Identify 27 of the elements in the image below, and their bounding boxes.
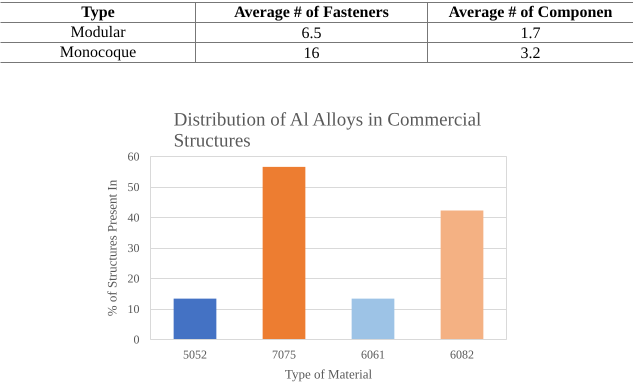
y-tick-label: 40	[128, 210, 140, 224]
x-tick-label: 5052	[183, 348, 207, 362]
y-tick-label: 20	[128, 272, 140, 286]
text: 3.2	[520, 45, 540, 62]
category-label: Modular	[70, 24, 126, 41]
text: Type	[81, 4, 115, 21]
x-axis-title: Type of Material	[284, 366, 372, 382]
y-tick-label: 50	[128, 180, 140, 194]
category-label: Monocoque	[60, 44, 136, 61]
x-tick-label: 6061	[361, 348, 385, 362]
bar	[352, 298, 394, 340]
y-tick-label: 60	[128, 150, 140, 164]
chart-title: Distribution of Al Alloys in Commercial Structures	[174, 110, 482, 152]
y-tick-label: 10	[128, 302, 140, 316]
text: 1.7	[520, 25, 540, 42]
text: 16	[304, 45, 320, 62]
bar	[174, 298, 216, 340]
x-tick-label: 7075	[272, 348, 296, 362]
text: 6.5	[302, 25, 322, 42]
y-tick-label: 0	[134, 332, 140, 346]
y-tick-label: 30	[128, 241, 140, 255]
category-label: Average # of Fasteners	[234, 4, 389, 21]
bar	[262, 166, 306, 340]
bar	[440, 210, 484, 340]
category-label: Average # of Componen	[448, 4, 612, 21]
x-tick-label: 6082	[450, 348, 474, 362]
y-axis-title: % of Structures Present In	[104, 179, 120, 316]
